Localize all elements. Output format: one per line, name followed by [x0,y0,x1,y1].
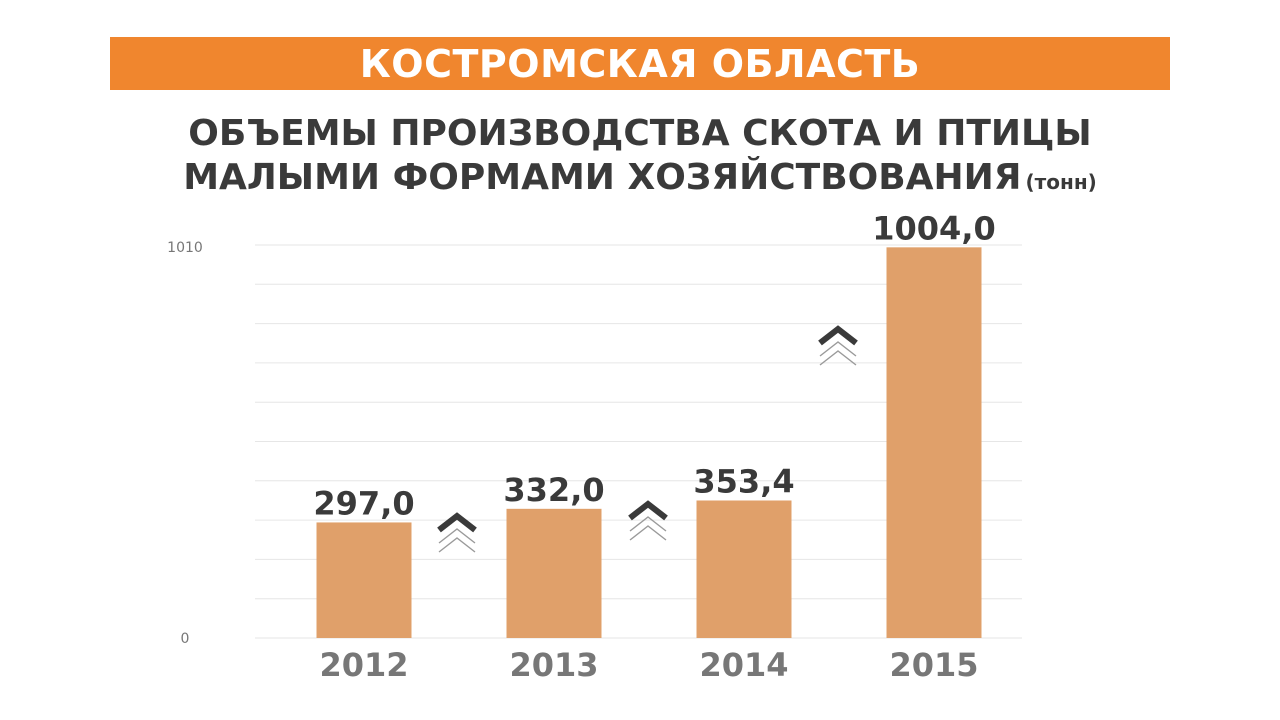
chevron-outline [629,516,667,532]
chevron-outline [819,341,857,357]
y-tick-label: 1010 [167,240,203,256]
y-tick-label: 0 [181,631,190,647]
x-tick-label: 2013 [509,646,598,684]
double-chevron-up-icon [437,512,477,553]
chevron-solid [437,512,477,533]
chevron-solid [628,500,668,521]
chart-title-line2-text: МАЛЫМИ ФОРМАМИ ХОЗЯЙСТВОВАНИЯ [183,157,1022,198]
data-label: 332,0 [503,471,604,509]
chevron-outline [438,528,476,544]
chart-title-line2: МАЛЫМИ ФОРМАМИ ХОЗЯЙСТВОВАНИЯ (тонн) [0,155,1280,205]
region-title: КОСТРОМСКАЯ ОБЛАСТЬ [359,41,921,86]
double-chevron-up-icon [628,500,668,541]
chevron-solid [818,325,858,346]
region-banner: КОСТРОМСКАЯ ОБЛАСТЬ [110,37,1170,90]
data-label: 353,4 [693,462,794,500]
x-tick-label: 2014 [699,646,788,684]
x-tick-label: 2015 [889,646,978,684]
bar [506,508,602,638]
data-label: 1004,0 [872,209,995,247]
chart-title-line1: ОБЪЕМЫ ПРОИЗВОДСТВА СКОТА И ПТИЦЫ [188,113,1092,154]
data-label: 297,0 [313,484,414,522]
x-tick-label: 2012 [319,646,408,684]
bar [316,522,412,638]
chevron-outline [629,525,667,541]
bar [696,500,792,638]
bar [886,247,982,638]
double-chevron-up-icon [818,325,858,366]
chevron-outline [819,350,857,366]
unit-label: (тонн) [1025,170,1097,194]
chevron-outline [438,537,476,553]
